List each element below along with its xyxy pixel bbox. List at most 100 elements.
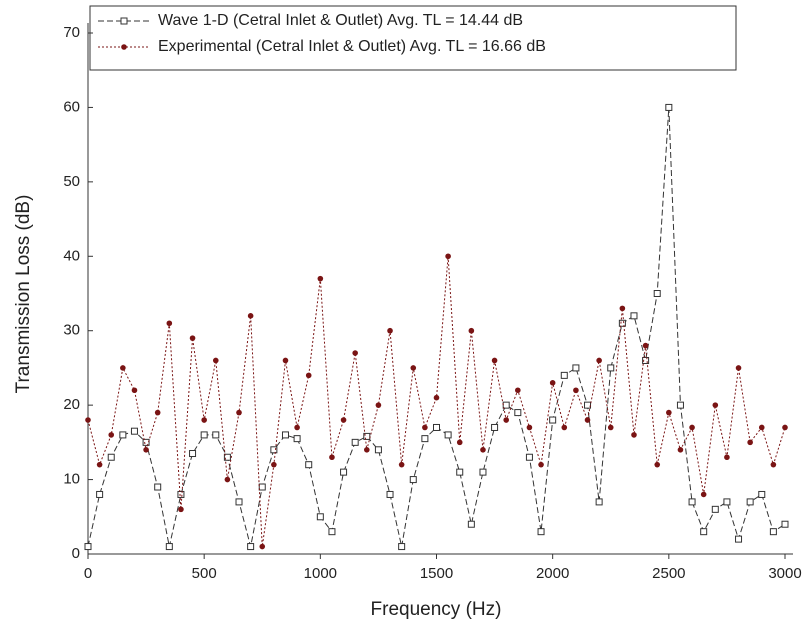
data-point: [189, 450, 197, 458]
data-point: [398, 543, 406, 551]
data-point: [340, 468, 348, 476]
data-point: [712, 402, 719, 408]
legend-box: [89, 5, 737, 71]
data-point: [549, 380, 556, 386]
data-point: [143, 447, 149, 453]
data-point: [700, 528, 708, 536]
data-point: [305, 461, 313, 469]
data-point: [398, 461, 405, 468]
data-point: [619, 305, 626, 312]
data-point: [386, 490, 394, 498]
legend-label: Experimental (Cetral Inlet & Outlet) Avg…: [158, 38, 546, 55]
data-point: [374, 446, 382, 454]
y-tick-label: 10: [63, 471, 80, 488]
data-point: [166, 320, 173, 327]
data-point: [270, 446, 278, 454]
data-point: [329, 454, 335, 461]
data-point: [433, 394, 440, 401]
data-point: [584, 401, 592, 409]
data-point: [189, 335, 196, 341]
data-point: [456, 439, 463, 446]
data-point: [340, 417, 347, 423]
legend-marker: [120, 17, 128, 25]
y-tick-label: 40: [63, 247, 80, 264]
y-tick-label: 60: [63, 98, 80, 115]
data-point: [665, 103, 673, 111]
data-point: [433, 423, 440, 431]
x-tick-label: 2000: [536, 565, 569, 582]
data-point: [224, 476, 231, 483]
data-point: [328, 528, 336, 536]
data-point: [653, 290, 661, 297]
data-point: [654, 461, 661, 468]
data-point: [560, 371, 568, 379]
data-point: [607, 424, 614, 431]
data-point: [607, 364, 615, 372]
data-point: [770, 461, 777, 468]
data-point: [387, 327, 393, 334]
data-point: [236, 409, 242, 416]
data-point: [154, 409, 161, 416]
data-point: [677, 447, 684, 453]
data-point: [782, 424, 788, 431]
data-point: [573, 387, 579, 394]
x-tick-label: 2500: [652, 565, 685, 582]
x-tick-label: 500: [192, 565, 217, 582]
data-point: [631, 432, 637, 438]
data-point: [503, 417, 510, 423]
data-point: [421, 435, 429, 443]
series-line: [87, 256, 786, 547]
data-point: [630, 312, 638, 320]
data-point: [711, 505, 719, 513]
data-point: [177, 490, 185, 498]
y-tick-label: 0: [72, 545, 80, 562]
data-point: [666, 409, 672, 416]
data-point: [537, 528, 545, 536]
x-tick-label: 3000: [768, 565, 801, 582]
data-point: [223, 453, 231, 461]
data-point: [525, 453, 533, 461]
data-point: [281, 431, 289, 439]
data-point: [352, 350, 358, 356]
x-axis-title: Frequency (Hz): [371, 599, 502, 620]
data-point: [119, 431, 127, 439]
data-point: [467, 520, 475, 528]
data-point: [107, 453, 115, 461]
data-point: [85, 417, 91, 423]
data-point: [491, 357, 498, 364]
data-point: [247, 543, 255, 551]
data-point: [410, 365, 417, 371]
y-axis-title: Transmission Loss (dB): [13, 195, 34, 394]
data-point: [201, 417, 207, 423]
data-point: [724, 454, 730, 461]
data-point: [422, 424, 428, 431]
data-point: [549, 416, 557, 424]
data-point: [444, 431, 452, 439]
data-point: [491, 423, 499, 431]
legend-label: Wave 1-D (Cetral Inlet & Outlet) Avg. TL…: [158, 12, 523, 29]
data-point: [584, 417, 591, 423]
data-point: [515, 387, 521, 394]
data-point: [316, 513, 324, 521]
data-point: [305, 372, 312, 379]
data-point: [526, 424, 533, 431]
data-point: [212, 357, 219, 364]
data-point: [572, 364, 580, 372]
data-point: [735, 365, 742, 371]
data-point: [258, 483, 266, 491]
x-tick-label: 0: [84, 565, 92, 582]
data-point: [293, 435, 301, 443]
data-point: [700, 491, 707, 498]
y-tick-label: 70: [63, 24, 80, 41]
data-point: [538, 461, 544, 468]
data-point: [364, 447, 370, 453]
data-point: [514, 409, 522, 417]
legend-marker: [121, 44, 127, 50]
data-point: [689, 424, 695, 431]
data-point: [271, 461, 277, 468]
y-tick-label: 50: [63, 173, 80, 190]
data-point: [758, 424, 765, 431]
data-point: [502, 401, 510, 409]
data-point: [746, 498, 754, 506]
